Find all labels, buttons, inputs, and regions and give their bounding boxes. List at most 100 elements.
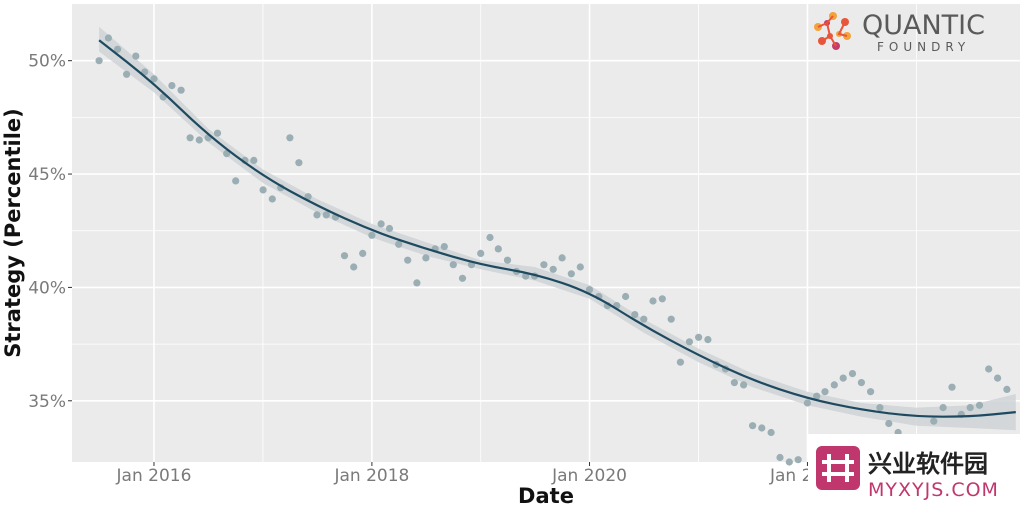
y-axis-title: Strategy (Percentile) <box>1 108 25 358</box>
data-point <box>704 336 712 344</box>
data-point <box>404 256 412 264</box>
data-point <box>948 383 956 391</box>
data-point <box>821 388 829 396</box>
y-tick-label: 40% <box>28 278 66 298</box>
data-point <box>776 453 784 462</box>
y-tick-label: 35% <box>28 392 66 412</box>
data-point <box>767 428 775 437</box>
data-point <box>558 254 566 262</box>
data-point <box>649 297 657 305</box>
data-point <box>549 265 557 273</box>
data-point <box>322 211 330 219</box>
data-point <box>585 286 594 294</box>
data-point <box>1003 385 1011 393</box>
data-point <box>195 136 203 144</box>
data-point <box>658 295 666 303</box>
data-point <box>486 233 494 242</box>
data-point <box>150 75 158 83</box>
data-point <box>576 263 584 271</box>
data-point <box>168 82 176 90</box>
brand-logo: QUANTIC FOUNDRY <box>814 10 985 54</box>
data-point <box>395 240 403 248</box>
hash-icon <box>816 446 860 490</box>
data-point <box>813 392 821 400</box>
data-point <box>994 374 1002 382</box>
watermark: 兴业软件园 MYXYJS.COM <box>808 434 1024 512</box>
watermark-cn: 兴业软件园 <box>868 450 988 478</box>
data-point <box>477 249 485 257</box>
data-point <box>676 358 685 366</box>
data-point <box>867 388 875 396</box>
data-point <box>123 70 131 78</box>
data-point <box>939 404 947 412</box>
data-point <box>259 186 267 194</box>
data-point <box>740 381 748 389</box>
data-point <box>268 195 276 203</box>
data-point <box>631 311 639 319</box>
data-point <box>385 224 394 233</box>
data-point <box>313 211 321 219</box>
data-point <box>350 263 358 271</box>
data-point <box>930 417 938 425</box>
logo-line2: FOUNDRY <box>877 40 970 54</box>
data-point <box>359 249 367 257</box>
data-point <box>449 261 457 269</box>
data-point <box>340 252 349 260</box>
x-tick-label: Jan 2018 <box>333 466 409 486</box>
y-tick-label: 45% <box>28 165 66 185</box>
data-point <box>540 261 548 269</box>
data-point <box>413 279 421 287</box>
data-point <box>876 404 884 412</box>
data-point <box>695 333 703 341</box>
x-axis-ticks: Jan 2016 Jan 2018 Jan 2020 Jan 2022 <box>116 462 845 486</box>
data-point <box>250 156 258 164</box>
data-point <box>667 315 675 323</box>
x-tick-label: Jan 2016 <box>116 466 192 486</box>
data-point <box>132 52 140 60</box>
data-point <box>422 254 430 262</box>
data-point <box>685 338 694 346</box>
trend-line <box>98 39 1016 418</box>
trend-line-path <box>98 39 1016 418</box>
data-point <box>758 424 766 432</box>
data-point <box>785 458 793 466</box>
y-tick-label: 50% <box>28 52 66 72</box>
data-point <box>966 404 974 412</box>
data-point <box>848 370 857 378</box>
data-point <box>567 270 575 278</box>
data-point <box>640 315 648 323</box>
watermark-en: MYXYJS.COM <box>868 479 999 501</box>
data-point <box>232 177 240 185</box>
molecule-icon <box>814 12 851 50</box>
data-point <box>458 274 467 282</box>
data-point <box>213 129 222 137</box>
data-point <box>295 159 303 167</box>
data-point <box>622 292 630 301</box>
data-point <box>749 422 757 430</box>
data-point <box>177 86 185 94</box>
data-point <box>803 399 812 407</box>
data-point <box>857 379 866 387</box>
y-axis-ticks: 35% 40% 45% 50% <box>28 52 72 412</box>
logo-line1: QUANTIC <box>862 10 985 41</box>
data-point <box>794 456 802 464</box>
data-point <box>368 231 376 239</box>
data-point <box>114 45 122 53</box>
data-point <box>730 379 739 387</box>
data-point <box>975 401 984 409</box>
x-tick-label: Jan 2020 <box>551 466 627 486</box>
grid-lines <box>72 4 1020 462</box>
data-point <box>985 365 993 373</box>
data-point <box>440 243 448 251</box>
data-point <box>186 134 194 142</box>
x-axis-title: Date <box>518 484 574 508</box>
plot-panel <box>72 4 1020 462</box>
data-point <box>286 134 294 142</box>
data-point <box>503 256 512 264</box>
data-point <box>95 57 103 65</box>
data-point <box>830 381 838 389</box>
data-point <box>494 245 502 253</box>
data-point <box>104 34 112 42</box>
data-point <box>839 374 847 382</box>
